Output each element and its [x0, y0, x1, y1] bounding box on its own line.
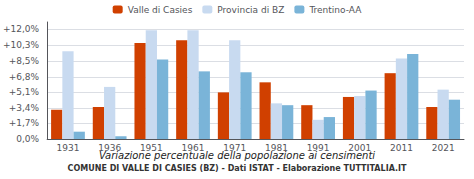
svg-text:+12,0%: +12,0% — [3, 24, 40, 34]
svg-text:Valle di Casies: Valle di Casies — [128, 5, 193, 15]
svg-text:+1,7%: +1,7% — [9, 118, 40, 128]
svg-text:Trentino-AA: Trentino-AA — [308, 5, 362, 15]
svg-text:1936: 1936 — [98, 142, 122, 153]
svg-text:Variazione percentuale della p: Variazione percentuale della popolazione… — [99, 150, 375, 161]
svg-text:+8,5%: +8,5% — [9, 56, 40, 66]
svg-text:+5,1%: +5,1% — [9, 87, 40, 97]
svg-text:1951: 1951 — [139, 142, 163, 153]
svg-text:1981: 1981 — [265, 142, 288, 153]
svg-text:+6,8%: +6,8% — [9, 72, 40, 82]
svg-text:1991: 1991 — [306, 142, 330, 153]
svg-text:0,0%: 0,0% — [16, 134, 39, 144]
svg-text:Provincia di BZ: Provincia di BZ — [217, 5, 284, 15]
svg-text:2001: 2001 — [348, 142, 372, 153]
svg-text:1931: 1931 — [57, 143, 80, 153]
svg-text:+10,3%: +10,3% — [3, 40, 40, 50]
svg-text:2011: 2011 — [390, 143, 413, 153]
svg-text:COMUNE DI VALLE DI CASIES (BZ): COMUNE DI VALLE DI CASIES (BZ) - Dati IS… — [68, 164, 407, 173]
svg-text:2021: 2021 — [432, 143, 455, 153]
svg-text:1971: 1971 — [223, 142, 247, 153]
svg-text:+3,4%: +3,4% — [9, 103, 40, 113]
svg-text:1961: 1961 — [181, 142, 205, 153]
